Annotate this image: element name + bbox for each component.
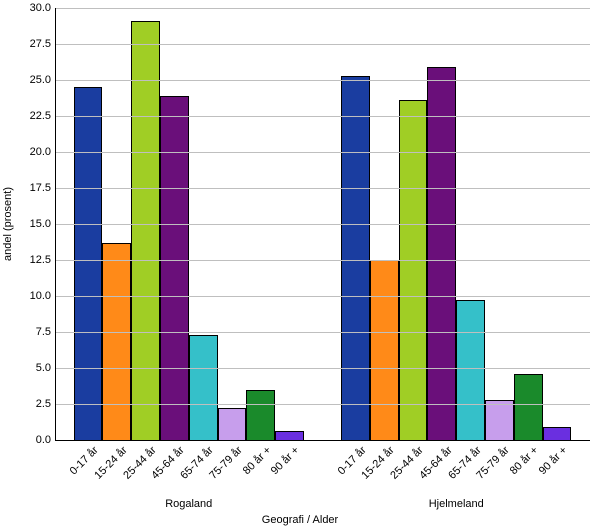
bar (370, 260, 399, 440)
gridline (55, 260, 590, 261)
x-tick-label: 90 år + (265, 440, 302, 477)
y-tick-label: 27.5 (30, 38, 55, 50)
bar (514, 374, 543, 440)
gridline (55, 188, 590, 189)
bar (341, 76, 370, 440)
y-tick-label: 2.5 (36, 398, 55, 410)
gridline (55, 224, 590, 225)
y-tick-label: 30.0 (30, 2, 55, 14)
bar (218, 408, 247, 440)
bar (102, 243, 131, 440)
x-tick-label: 80 år + (236, 440, 273, 477)
y-axis-line (55, 8, 56, 440)
bar (246, 390, 275, 440)
bar (485, 400, 514, 440)
y-tick-label: 15.0 (30, 218, 55, 230)
gridline (55, 44, 590, 45)
gridline (55, 296, 590, 297)
bar (189, 335, 218, 440)
y-tick-label: 10.0 (30, 290, 55, 302)
gridline (55, 332, 590, 333)
plot-area: 0.02.55.07.510.012.515.017.520.022.525.0… (55, 8, 590, 440)
x-tick-label: 80 år + (504, 440, 541, 477)
bar (456, 300, 485, 440)
bar (275, 431, 304, 440)
gridline (55, 80, 590, 81)
bar (74, 87, 103, 440)
gridline (55, 368, 590, 369)
bar (543, 427, 572, 440)
bar (160, 96, 189, 440)
bar (427, 67, 456, 440)
y-tick-label: 12.5 (30, 254, 55, 266)
group-label: Hjelmeland (341, 498, 571, 510)
y-tick-label: 5.0 (36, 362, 55, 374)
gridline (55, 404, 590, 405)
y-tick-label: 22.5 (30, 110, 55, 122)
y-tick-label: 0.0 (36, 434, 55, 446)
chart-frame: 0.0 2.5 5.0 7.5 10.0 12.5 15.0 17.5 20.0 22.5 25.0… (0, 0, 600, 525)
gridline (55, 152, 590, 153)
y-tick-label: 25.0 (30, 74, 55, 86)
group-label: Rogaland (74, 498, 304, 510)
gridline (55, 440, 590, 441)
y-tick-label: 20.0 (30, 146, 55, 158)
bar (131, 21, 160, 440)
x-tick-label: 90 år + (532, 440, 569, 477)
y-axis-label: andel (prosent) (2, 187, 14, 261)
gridline (55, 8, 590, 9)
x-axis-label: Geografi / Alder (0, 514, 600, 526)
y-tick-label: 7.5 (36, 326, 55, 338)
gridline (55, 116, 590, 117)
y-tick-label: 17.5 (30, 182, 55, 194)
